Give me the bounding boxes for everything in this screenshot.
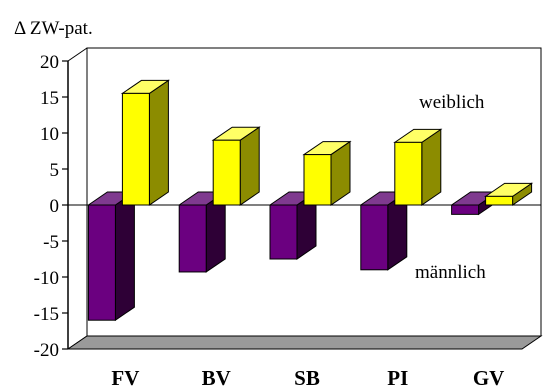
bar-front bbox=[394, 141, 423, 206]
bar-maennlich-PI bbox=[359, 191, 409, 271]
y-tick-label: 10 bbox=[40, 124, 59, 145]
bar-front bbox=[360, 204, 389, 271]
floor-plane bbox=[66, 335, 543, 350]
bar-front bbox=[303, 154, 332, 206]
annotation-maennlich: männlich bbox=[415, 262, 486, 283]
bar-weiblich-FV bbox=[120, 79, 171, 206]
y-tick-label: 20 bbox=[40, 52, 59, 73]
bar-weiblich-PI bbox=[393, 128, 443, 206]
frame-edge-top bbox=[67, 47, 88, 62]
y-tick-label: -15 bbox=[34, 304, 59, 325]
x-tick-label: FV bbox=[111, 366, 139, 387]
y-tick-label: -5 bbox=[43, 232, 59, 253]
bar-front bbox=[212, 139, 241, 206]
x-tick-label: PI bbox=[387, 366, 408, 387]
y-tick-label: -10 bbox=[34, 268, 59, 289]
chart-floor bbox=[66, 335, 543, 350]
bar-side bbox=[148, 79, 169, 206]
bar-front bbox=[87, 204, 116, 321]
labels: Δ ZW-pat. weiblich männlich FV BV SB PI GV bbox=[14, 18, 504, 387]
y-tick-label: 0 bbox=[50, 196, 60, 217]
annotation-weiblich: weiblich bbox=[419, 92, 485, 113]
bars bbox=[86, 79, 534, 322]
x-tick-label: SB bbox=[294, 366, 320, 387]
bar-maennlich-BV bbox=[177, 191, 227, 273]
bar-weiblich-GV bbox=[483, 182, 534, 206]
bar-weiblich-SB bbox=[302, 140, 352, 206]
y-tick-label: 15 bbox=[40, 88, 59, 109]
y-tick-label: 5 bbox=[50, 160, 60, 181]
x-tick-label: BV bbox=[202, 366, 231, 387]
y-axis-label: Δ ZW-pat. bbox=[14, 18, 93, 39]
bar-front bbox=[451, 204, 480, 215]
bar-front bbox=[485, 195, 514, 206]
bar-weiblich-BV bbox=[211, 126, 261, 206]
bar-side bbox=[114, 191, 135, 322]
bar-front bbox=[269, 204, 298, 260]
y-tick-label: -20 bbox=[34, 340, 59, 361]
bar-maennlich-FV bbox=[86, 191, 137, 322]
bar-front bbox=[178, 204, 207, 273]
bar-front bbox=[121, 92, 150, 206]
bar-side bbox=[239, 126, 260, 206]
x-tick-label: GV bbox=[473, 366, 505, 387]
